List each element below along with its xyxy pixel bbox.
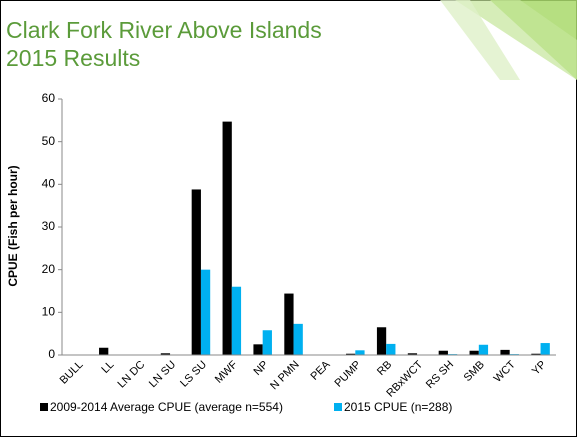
y-tick-label: 40 — [42, 177, 56, 191]
bar — [540, 343, 550, 355]
y-tick-label: 10 — [42, 305, 56, 319]
y-tick-label: 0 — [48, 347, 55, 361]
bar — [407, 353, 418, 355]
bar — [531, 353, 541, 355]
bar — [253, 344, 263, 355]
bar — [160, 353, 171, 355]
bar — [231, 286, 242, 355]
legend-key — [40, 403, 48, 411]
title-line: 2015 Results — [6, 45, 140, 71]
legend-label: 2009-2014 Average CPUE (average n=554) — [50, 400, 283, 414]
decor — [455, 0, 577, 80]
bar — [355, 350, 365, 355]
bar — [262, 330, 272, 355]
y-tick-label: 60 — [42, 91, 56, 105]
y-tick-label: 20 — [42, 262, 56, 276]
bar — [191, 189, 201, 355]
legend-label: 2015 CPUE (n=288) — [344, 400, 452, 414]
bar — [500, 349, 510, 355]
y-axis-label: CPUE (Fish per hour) — [6, 165, 20, 286]
bar — [478, 344, 489, 355]
bar — [293, 323, 303, 355]
y-tick-label: 30 — [42, 219, 56, 233]
bar — [200, 269, 211, 355]
y-tick-label: 50 — [42, 134, 56, 148]
bar — [386, 343, 396, 355]
bar — [346, 353, 356, 355]
decor — [440, 0, 520, 80]
bar — [284, 293, 294, 355]
legend-key — [334, 403, 342, 411]
bar — [469, 350, 479, 355]
bar — [99, 347, 109, 355]
bar — [438, 350, 448, 355]
title-line: Clark Fork River Above Islands — [6, 17, 322, 43]
bar — [376, 327, 387, 355]
bar — [222, 121, 232, 355]
